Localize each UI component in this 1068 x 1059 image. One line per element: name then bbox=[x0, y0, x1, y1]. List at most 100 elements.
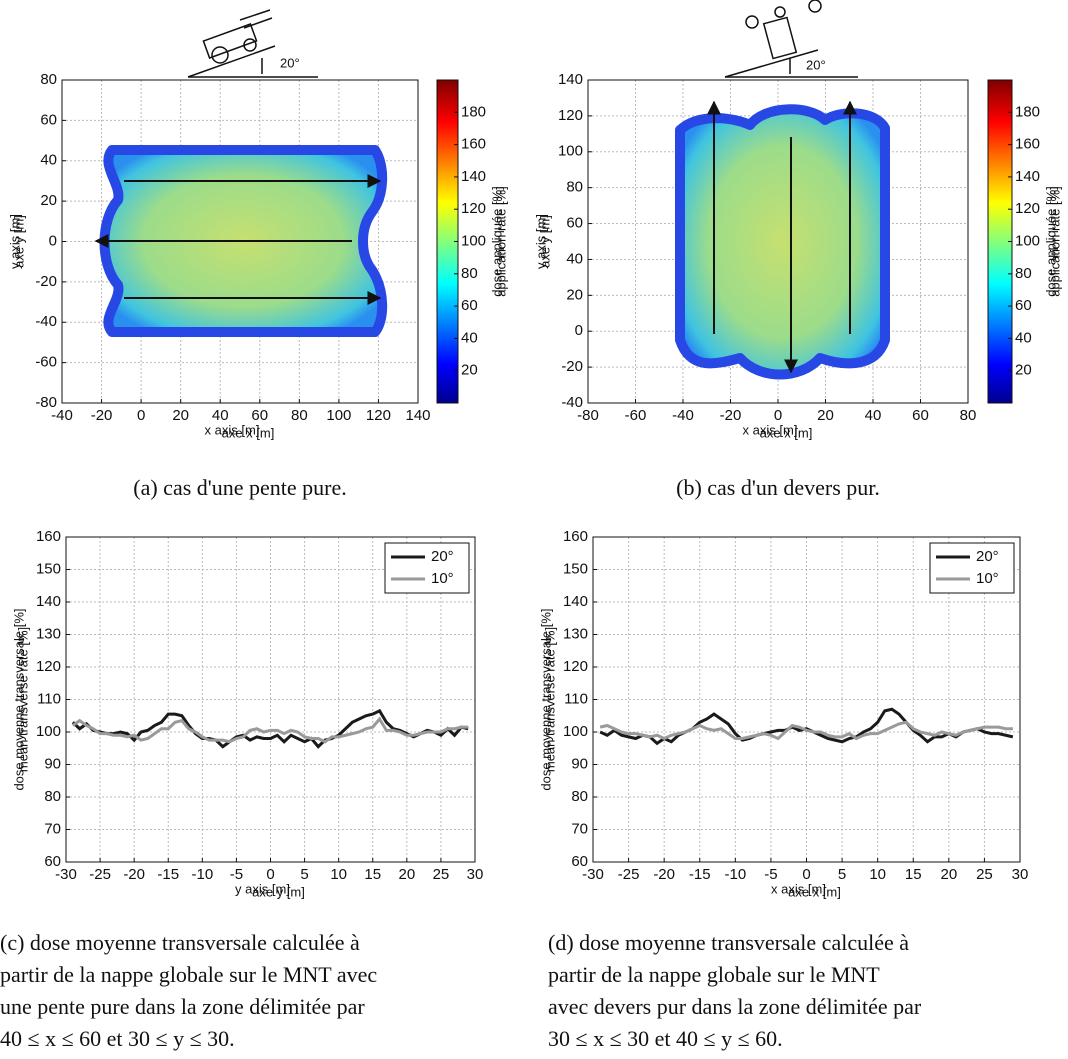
caption: partir de la nappe globale sur le MNT av… bbox=[0, 962, 377, 987]
x-tick-label: 5 bbox=[300, 866, 308, 883]
caption: (b) cas d'un devers pur. bbox=[676, 475, 880, 500]
x-tick-label: 20 bbox=[940, 866, 957, 883]
x-axis-label: x axis [m] bbox=[743, 422, 798, 437]
y-tick-label: 40 bbox=[566, 250, 583, 267]
x-tick-label: 25 bbox=[976, 866, 993, 883]
x-tick-label: 30 bbox=[1012, 866, 1029, 883]
x-tick-label: 100 bbox=[326, 407, 351, 424]
y-tick-label: 150 bbox=[563, 560, 588, 577]
y-tick-label: 110 bbox=[37, 690, 61, 707]
x-tick-label: 0 bbox=[774, 407, 782, 424]
x-tick-label: -15 bbox=[157, 866, 179, 883]
x-tick-label: 15 bbox=[364, 866, 381, 883]
y-tick-label: -80 bbox=[35, 394, 57, 411]
x-tick-label: 80 bbox=[291, 407, 308, 424]
x-tick-label: -30 bbox=[55, 866, 77, 883]
colorbar-tick-label: 40 bbox=[1015, 329, 1032, 346]
y-axis-label: dose moyenne transversale [%] bbox=[11, 608, 26, 790]
x-tick-label: -20 bbox=[653, 866, 675, 883]
y-tick-label: 80 bbox=[571, 788, 588, 805]
y-axis-label: y axis [m] bbox=[533, 214, 548, 269]
colorbar-tick-label: 120 bbox=[1015, 200, 1040, 217]
colorbar-tick-label: 60 bbox=[461, 297, 478, 314]
y-tick-label: 80 bbox=[566, 179, 583, 196]
angle-label: 20° bbox=[280, 55, 300, 70]
y-tick-label: 60 bbox=[44, 853, 61, 870]
x-axis-label: y axis [m] bbox=[235, 881, 290, 896]
y-tick-label: -40 bbox=[35, 313, 57, 330]
x-tick-label: -40 bbox=[51, 407, 73, 424]
legend-label: 10° bbox=[976, 570, 999, 587]
x-tick-label: 60 bbox=[251, 407, 268, 424]
x-tick-label: 40 bbox=[865, 407, 882, 424]
y-tick-label: 80 bbox=[40, 71, 57, 88]
colorbar-label: dose appliquée [%] bbox=[489, 186, 504, 297]
x-tick-label: 120 bbox=[366, 407, 391, 424]
colorbar-tick-label: 180 bbox=[461, 103, 486, 120]
x-tick-label: -30 bbox=[582, 866, 604, 883]
colorbar-tick-label: 120 bbox=[461, 200, 486, 217]
x-tick-label: 60 bbox=[912, 407, 929, 424]
x-tick-label: -40 bbox=[672, 407, 694, 424]
axes-frame bbox=[65, 536, 476, 863]
y-tick-label: 20 bbox=[566, 286, 583, 303]
y-tick-label: 0 bbox=[575, 322, 583, 339]
x-axis-label: x axis [m] bbox=[771, 881, 826, 896]
legend-label: 10° bbox=[431, 570, 454, 587]
colorbar-tick-label: 100 bbox=[1015, 232, 1040, 249]
axes-frame bbox=[592, 536, 1021, 863]
x-tick-label: -20 bbox=[91, 407, 113, 424]
y-tick-label: 120 bbox=[558, 107, 583, 124]
colorbar-tick-label: 160 bbox=[461, 136, 486, 153]
caption: 30 ≤ x ≤ 30 et 40 ≤ y ≤ 60. bbox=[548, 1026, 783, 1051]
series-line bbox=[71, 716, 469, 744]
x-tick-label: 20 bbox=[172, 407, 189, 424]
y-tick-label: 120 bbox=[36, 658, 61, 675]
y-tick-label: 90 bbox=[44, 755, 61, 772]
y-tick-label: 130 bbox=[36, 625, 61, 642]
colorbar-tick-label: 140 bbox=[461, 168, 486, 185]
x-tick-label: -10 bbox=[191, 866, 213, 883]
y-axis-label: dose moyenne transversale [%] bbox=[538, 608, 553, 790]
colorbar-label: application rate [%] bbox=[1047, 186, 1062, 297]
slope-icon-b bbox=[724, 0, 858, 78]
legend-label: 20° bbox=[976, 548, 999, 565]
x-tick-label: 20 bbox=[817, 407, 834, 424]
y-tick-label: 160 bbox=[563, 528, 588, 545]
y-tick-label: 110 bbox=[564, 690, 588, 707]
y-tick-label: -20 bbox=[561, 358, 583, 375]
colorbar-tick-label: 180 bbox=[1015, 103, 1040, 120]
y-tick-label: 70 bbox=[571, 820, 588, 837]
y-tick-label: 140 bbox=[36, 593, 61, 610]
caption: une pente pure dans la zone délimitée pa… bbox=[0, 994, 365, 1019]
colorbar-tick-label: 140 bbox=[1015, 168, 1040, 185]
y-tick-label: 60 bbox=[40, 111, 57, 128]
y-tick-label: 90 bbox=[571, 755, 588, 772]
colorbar-label: application rate [%] bbox=[493, 186, 508, 297]
y-tick-label: 140 bbox=[563, 593, 588, 610]
caption: 40 ≤ x ≤ 60 et 30 ≤ y ≤ 30. bbox=[0, 1026, 235, 1051]
y-tick-label: 60 bbox=[566, 215, 583, 232]
x-tick-label: -25 bbox=[618, 866, 640, 883]
y-tick-label: -60 bbox=[35, 354, 57, 371]
caption: (d) dose moyenne transversale calculée à bbox=[548, 930, 909, 955]
axes-frame bbox=[61, 79, 419, 404]
series-line bbox=[599, 720, 1013, 741]
legend-box bbox=[384, 542, 470, 594]
x-tick-label: -5 bbox=[230, 866, 243, 883]
y-tick-label: 20 bbox=[40, 192, 57, 209]
x-tick-label: -5 bbox=[764, 866, 777, 883]
colorbar-tick-label: 100 bbox=[461, 232, 486, 249]
x-tick-label: 5 bbox=[838, 866, 846, 883]
caption: avec devers pur dans la zone délimitée p… bbox=[548, 994, 922, 1019]
heatmap-a bbox=[94, 145, 388, 337]
y-axis-label: mean transverse rate [%] bbox=[542, 627, 557, 772]
y-tick-label: 0 bbox=[49, 232, 57, 249]
x-axis-label: axe y [m] bbox=[252, 884, 305, 899]
x-tick-label: 0 bbox=[137, 407, 145, 424]
y-tick-label: 40 bbox=[40, 152, 57, 169]
y-tick-label: 130 bbox=[563, 625, 588, 642]
y-tick-label: 80 bbox=[44, 788, 61, 805]
